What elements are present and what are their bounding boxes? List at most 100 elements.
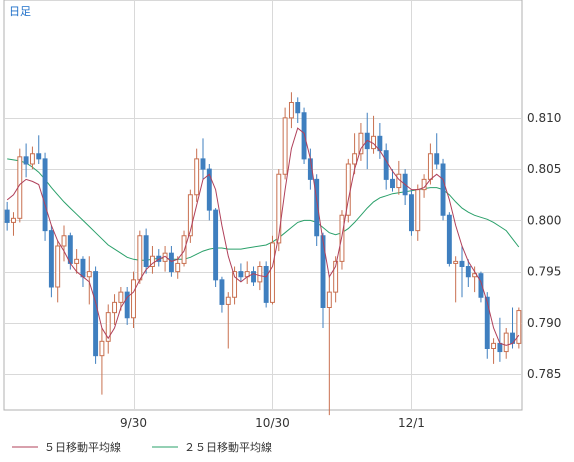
- candle-body: [358, 132, 364, 155]
- ma25-layer: [7, 158, 520, 261]
- candle: [11, 212, 16, 236]
- candle-body: [415, 189, 421, 232]
- candle: [55, 240, 61, 303]
- candle-body: [112, 301, 118, 314]
- candle-body: [187, 194, 193, 237]
- candle: [36, 135, 42, 164]
- candle-body: [440, 163, 446, 216]
- candle-body: [29, 153, 35, 165]
- candle: [232, 266, 238, 305]
- y-tick-label: 0.795: [527, 265, 561, 279]
- candle: [105, 304, 111, 354]
- candle: [61, 225, 67, 262]
- candle: [345, 158, 351, 223]
- candle: [86, 256, 92, 305]
- candle-body: [149, 255, 155, 267]
- candle: [137, 230, 143, 284]
- legend-label-ma5: ５日移動平均線: [44, 440, 121, 454]
- candle: [149, 246, 155, 274]
- candle-body: [453, 260, 459, 264]
- candle-body: [263, 266, 269, 303]
- candle-body: [99, 340, 105, 357]
- candle-body: [503, 332, 509, 353]
- candle: [131, 271, 136, 328]
- candle-body: [301, 112, 307, 160]
- candle-body: [276, 173, 282, 244]
- candle-body: [232, 271, 238, 298]
- candle-body: [288, 102, 294, 119]
- candle: [4, 201, 10, 231]
- candle-body: [251, 271, 256, 283]
- candle-body: [168, 252, 174, 273]
- candle: [270, 235, 275, 305]
- candles: [4, 92, 522, 416]
- candle: [459, 246, 465, 298]
- candle-body: [352, 153, 358, 165]
- candle: [358, 123, 364, 161]
- candle: [478, 271, 484, 303]
- candle: [434, 133, 440, 170]
- candle-body: [55, 245, 61, 288]
- y-tick-label: 0.790: [527, 316, 561, 330]
- candle: [23, 143, 29, 178]
- candle-body: [516, 310, 522, 344]
- candle-body: [48, 230, 54, 288]
- candle-body: [491, 342, 497, 349]
- legend-item-ma25: ２５日移動平均線: [152, 440, 272, 454]
- candle-body: [67, 235, 73, 264]
- candle-body: [61, 235, 67, 247]
- candle: [503, 328, 509, 359]
- candle-body: [320, 235, 326, 308]
- candle-body: [206, 168, 212, 211]
- candle-body: [238, 271, 244, 278]
- plot-frame: [3, 0, 523, 411]
- candle: [516, 307, 522, 349]
- x-axis: 9/30 10/30 12/1: [120, 416, 425, 430]
- candle-body: [131, 279, 136, 319]
- candle: [339, 210, 345, 270]
- candle-body: [213, 209, 219, 281]
- y-axis: 0.785 0.790 0.795 0.800 0.805 0.810: [527, 111, 561, 381]
- candle-body: [74, 258, 80, 264]
- candle: [175, 256, 181, 279]
- candle-body: [333, 260, 339, 293]
- candle: [112, 294, 118, 325]
- candle-body: [4, 209, 10, 223]
- legend-label-ma25: ２５日移動平均線: [184, 440, 272, 454]
- candle-body: [80, 258, 86, 278]
- x-tick-label: 12/1: [398, 416, 425, 430]
- candle-body: [86, 271, 92, 278]
- candle: [200, 138, 206, 180]
- candle-body: [314, 178, 320, 237]
- candle: [213, 208, 219, 287]
- candle: [263, 261, 269, 308]
- candle: [225, 292, 231, 349]
- candle: [446, 212, 452, 267]
- candle: [314, 174, 320, 246]
- candle: [238, 263, 244, 282]
- candle: [453, 256, 459, 303]
- candle-body: [42, 158, 48, 232]
- candle-body: [408, 194, 414, 232]
- period-label: 日足: [9, 5, 31, 18]
- candle: [99, 328, 105, 395]
- candle: [390, 169, 395, 192]
- candle-body: [446, 214, 452, 264]
- candle-body: [93, 271, 99, 357]
- candle-body: [326, 291, 332, 308]
- candle-body: [36, 153, 42, 160]
- candle-body: [478, 273, 484, 298]
- candle-body: [282, 117, 288, 175]
- candle-body: [383, 150, 389, 180]
- candle-body: [137, 235, 143, 281]
- candle: [301, 107, 307, 164]
- candle: [17, 148, 23, 223]
- candle-body: [219, 279, 225, 305]
- candle-body: [124, 291, 130, 319]
- candle-body: [257, 266, 263, 283]
- ma5-line: [6, 127, 520, 346]
- candle-body: [175, 262, 181, 273]
- candle-body: [225, 296, 231, 305]
- ma5-layer: [6, 127, 520, 346]
